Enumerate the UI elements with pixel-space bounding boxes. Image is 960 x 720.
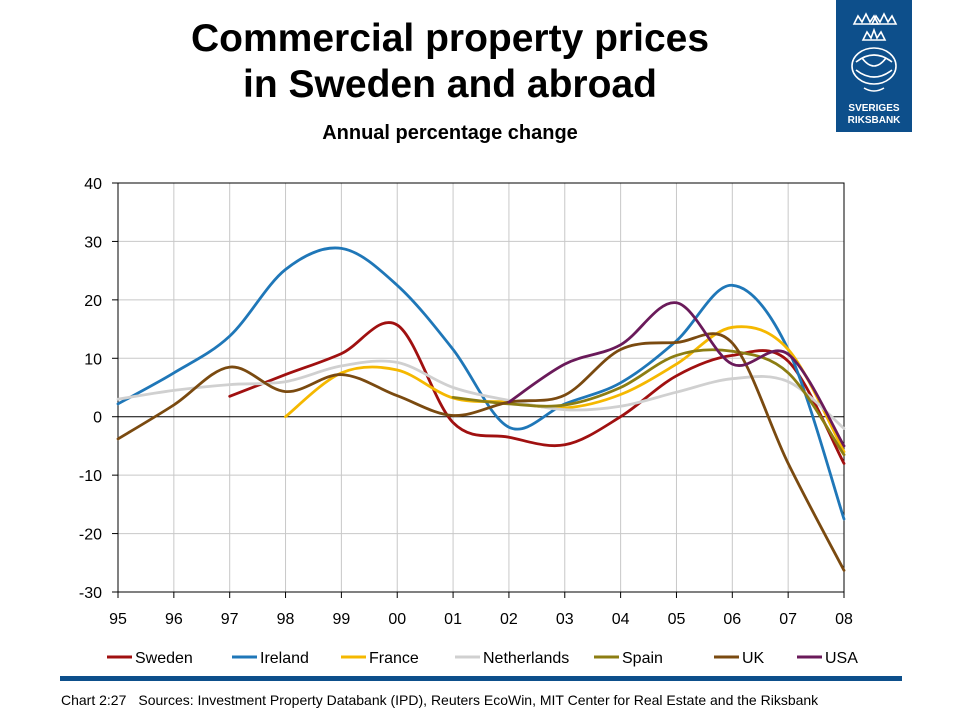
legend-label-spain: Spain — [622, 650, 663, 667]
tick-labels: 40 30 20 10 0 -10 -20 -30 95 96 97 98 99 00 01 02 03 04 05… — [79, 176, 853, 628]
y-tick-label: -20 — [79, 527, 102, 544]
x-tick-label: 07 — [779, 611, 797, 628]
x-tick-label: 08 — [835, 611, 853, 628]
title-text: Commercial property prices in Sweden and… — [0, 16, 900, 108]
y-tick-label: 30 — [84, 234, 102, 251]
x-tick-label: 98 — [277, 611, 295, 628]
y-tick-label: 10 — [84, 351, 102, 368]
chart-subtitle: Annual percentage change — [322, 122, 578, 144]
y-tick-label: 40 — [84, 176, 102, 193]
x-tick-label: 03 — [556, 611, 574, 628]
footer: Chart 2:27 Sources: Investment Property D… — [61, 692, 818, 708]
x-tick-label: 97 — [221, 611, 239, 628]
y-tick-label: 20 — [84, 293, 102, 310]
title-line-2: in Sweden and abroad — [243, 63, 657, 106]
x-tick-label: 05 — [668, 611, 686, 628]
y-tick-label: -30 — [79, 585, 102, 602]
x-tick-label: 96 — [165, 611, 183, 628]
plot-frame — [117, 182, 845, 593]
x-tick-label: 01 — [444, 611, 462, 628]
logo-text-line-2: RIKSBANK — [847, 115, 901, 126]
series-line-france — [284, 325, 846, 454]
legend-label-netherlands: Netherlands — [483, 650, 569, 667]
legend-label-ireland: Ireland — [260, 650, 309, 667]
legend-label-uk: UK — [742, 650, 765, 667]
sources-note: Sources: Investment Property Databank (I… — [138, 692, 819, 708]
series-line-usa — [507, 301, 846, 448]
x-tick-label: 99 — [332, 611, 350, 628]
series-line-netherlands — [116, 359, 846, 430]
title-line-1: Commercial property prices — [190, 17, 710, 60]
logo-text-line-1: SVERIGES — [848, 103, 900, 114]
legend: Sweden Ireland France Netherlands Spain UK USA — [107, 650, 858, 667]
x-tick-label: 06 — [723, 611, 741, 628]
legend-label-usa: USA — [825, 650, 858, 667]
legend-label-sweden: Sweden — [135, 650, 193, 667]
x-tick-label: 00 — [388, 611, 406, 628]
riksbank-logo: SVERIGES RIKSBANK — [836, 0, 912, 132]
x-tick-label: 95 — [109, 611, 127, 628]
series-lines — [116, 246, 846, 572]
series-line-ireland — [116, 246, 846, 521]
line-chart: 40 30 20 10 0 -10 -20 -30 95 96 97 98 99 00 01 02 03 04 05… — [79, 176, 858, 667]
series-line-spain — [451, 348, 846, 457]
crown-emblem-icon — [851, 12, 898, 92]
legend-label-france: France — [369, 650, 419, 667]
chart-number: Chart 2:27 — [61, 692, 127, 708]
y-tick-label: -10 — [79, 468, 102, 485]
grid-lines — [118, 182, 845, 593]
axes — [112, 182, 845, 598]
x-tick-label: 04 — [612, 611, 630, 628]
x-tick-label: 02 — [500, 611, 518, 628]
series-line-uk — [116, 332, 846, 572]
bottom-rule — [60, 676, 902, 681]
series-line-sweden — [228, 321, 846, 465]
y-tick-label: 0 — [93, 410, 102, 427]
